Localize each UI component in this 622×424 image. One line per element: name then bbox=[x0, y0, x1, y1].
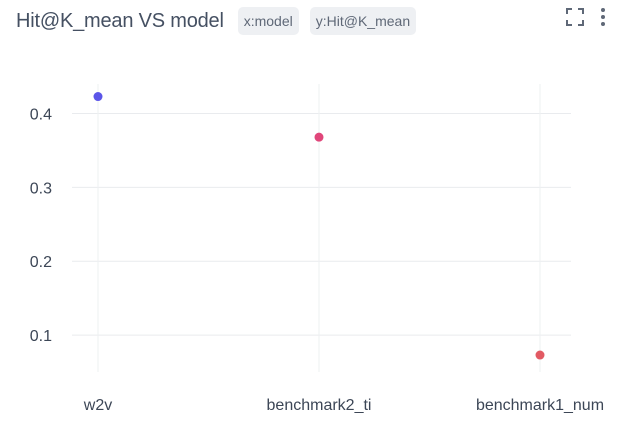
x-tick-label: benchmark1_num bbox=[476, 397, 604, 414]
x-axis-ticks: w2v benchmark2_ti benchmark1_num bbox=[83, 397, 604, 414]
chart-header: Hit@K_mean VS model x:model y:Hit@K_mean bbox=[16, 6, 427, 36]
grid-lines bbox=[72, 84, 571, 372]
y-tick-label: 0.2 bbox=[30, 254, 52, 271]
chart-toolbar bbox=[558, 6, 614, 28]
data-point[interactable] bbox=[535, 350, 545, 360]
y-tick-label: 0.1 bbox=[30, 328, 52, 345]
y-axis-chip[interactable]: y:Hit@K_mean bbox=[309, 7, 417, 35]
fullscreen-icon[interactable] bbox=[564, 6, 586, 28]
x-tick-label: w2v bbox=[83, 397, 112, 414]
chart-title: Hit@K_mean VS model bbox=[16, 9, 224, 32]
more-vertical-icon[interactable] bbox=[592, 6, 614, 28]
x-axis-chip[interactable]: x:model bbox=[237, 7, 299, 35]
y-tick-label: 0.4 bbox=[30, 107, 52, 124]
y-tick-label: 0.3 bbox=[30, 180, 52, 197]
data-points bbox=[93, 92, 545, 360]
data-point[interactable] bbox=[314, 132, 324, 142]
y-axis-ticks: 0.1 0.2 0.3 0.4 bbox=[30, 107, 52, 346]
x-tick-label: benchmark2_ti bbox=[267, 397, 372, 414]
data-point[interactable] bbox=[93, 92, 103, 102]
